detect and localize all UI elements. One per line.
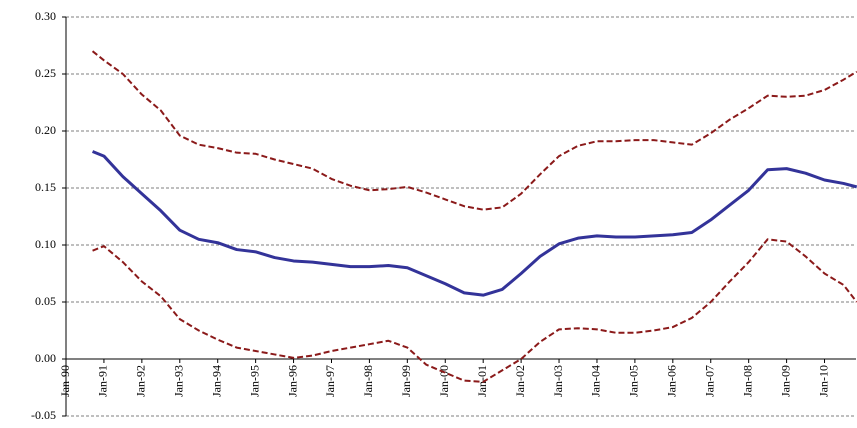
x-tick-label: Jan-10 xyxy=(816,365,830,397)
series-line xyxy=(91,150,857,297)
y-tick-label: 0.30 xyxy=(35,9,56,23)
x-tick-label: Jan-93 xyxy=(172,365,186,397)
x-tick-label: Jan-04 xyxy=(589,365,603,397)
y-tick-label: 0.25 xyxy=(35,66,56,80)
x-tick-label: Jan-91 xyxy=(96,365,110,397)
series-line xyxy=(91,50,857,211)
y-tick-label: 0.05 xyxy=(35,294,56,308)
x-tick-label: Jan-06 xyxy=(665,365,679,397)
x-tick-label: Jan-03 xyxy=(551,365,565,397)
y-tick-label: 0.20 xyxy=(35,123,56,137)
x-tick-label: Jan-00 xyxy=(437,365,451,397)
x-tick-label: Jan-07 xyxy=(702,365,716,397)
x-tick-label: Jan-96 xyxy=(285,365,299,397)
x-tick-label: Jan-97 xyxy=(323,365,337,397)
x-tick-label: Jan-09 xyxy=(778,365,792,397)
x-tick-label: Jan-98 xyxy=(361,365,375,397)
x-tick-label: Jan-95 xyxy=(247,365,261,397)
y-tick-label: 0.00 xyxy=(35,351,56,365)
x-tick-label: Jan-02 xyxy=(513,365,527,397)
series-line xyxy=(92,238,857,383)
y-tick-label: 0.15 xyxy=(35,180,56,194)
x-tick-label: Jan-08 xyxy=(740,365,754,397)
x-tick-label: Jan-90 xyxy=(58,365,72,397)
x-tick-label: Jan-94 xyxy=(209,365,223,397)
x-tick-label: Jan-05 xyxy=(627,365,641,397)
x-tick-label: Jan-92 xyxy=(134,365,148,397)
x-tick-label: Jan-01 xyxy=(475,365,489,397)
y-tick-label: 0.10 xyxy=(35,237,56,251)
y-tick-label: -0.05 xyxy=(31,408,56,422)
x-tick-label: Jan-99 xyxy=(399,365,413,397)
